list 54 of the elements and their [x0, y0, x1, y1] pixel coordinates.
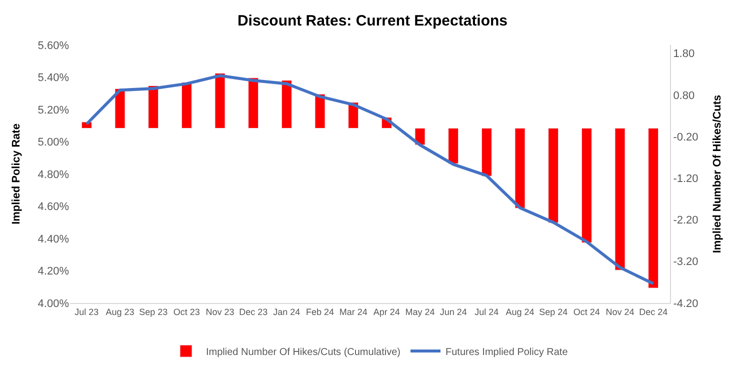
x-tick-label: Apr 24	[373, 306, 400, 317]
x-tick-label: Feb 24	[306, 306, 334, 317]
x-tick-label: Oct 23	[173, 306, 200, 317]
bar	[614, 128, 626, 270]
y2-tick-label: 0.80	[673, 90, 695, 102]
y-tick-label: 5.40%	[38, 72, 70, 84]
bar	[248, 78, 259, 128]
x-tick-label: Dec 24	[639, 306, 668, 317]
x-tick-label: Oct 24	[573, 306, 600, 317]
y-tick-label: 4.20%	[38, 266, 70, 278]
x-tick-label: Dec 23	[239, 306, 268, 317]
y2-axis-title: Implied Number Of Hikes/Cuts	[711, 94, 724, 254]
x-tick-label: May 24	[405, 306, 435, 317]
legend-label: Implied Number Of Hikes/Cuts (Cumulative)	[206, 346, 400, 358]
bar	[481, 128, 492, 176]
y-tick-label: 4.60%	[38, 201, 70, 214]
x-tick-label: Jul 23	[74, 306, 99, 317]
x-tick-label: Aug 24	[506, 306, 534, 317]
x-tick-label: Aug 23	[106, 306, 134, 317]
x-tick-label: Sep 24	[539, 306, 568, 317]
y-tick-label: 5.20%	[38, 104, 70, 116]
x-tick-label: Mar 24	[339, 306, 368, 317]
y-tick-label: 4.80%	[38, 168, 70, 181]
x-tick-label: Nov 24	[606, 306, 634, 317]
bar	[314, 94, 326, 128]
y2-tick-label: -0.20	[673, 131, 698, 144]
bar	[114, 88, 126, 128]
bar	[448, 128, 459, 164]
y2-tick-label: 1.80	[673, 48, 695, 60]
x-tick-label: Jun 24	[440, 306, 467, 317]
bar	[148, 86, 159, 128]
bar	[214, 73, 226, 128]
x-tick-label: Jul 24	[474, 306, 499, 317]
bar	[281, 80, 292, 128]
chart-title: Discount Rates: Current Expectations	[237, 12, 508, 30]
bar	[548, 128, 559, 223]
bar	[581, 128, 592, 243]
bar	[648, 128, 659, 288]
y2-tick-label: -3.20	[673, 256, 698, 268]
y2-tick-label: -1.20	[673, 173, 698, 186]
y-tick-label: 5.60%	[38, 40, 70, 52]
y2-tick-label: -2.20	[673, 214, 698, 227]
x-tick-label: Sep 23	[139, 306, 168, 317]
y-tick-label: 4.40%	[38, 233, 70, 246]
legend-label: Futures Implied Policy Rate	[446, 346, 568, 358]
x-tick-label: Jan 24	[273, 306, 300, 317]
y-axis-title: Implied Policy Rate	[10, 124, 22, 224]
y-tick-label: 5.00%	[38, 136, 70, 149]
y-tick-label: 4.00%	[38, 298, 70, 310]
bar	[181, 82, 192, 128]
line-series	[85, 74, 655, 286]
bar	[514, 128, 526, 208]
x-tick-label: Nov 23	[206, 306, 234, 317]
y2-tick-label: -4.20	[673, 298, 698, 310]
